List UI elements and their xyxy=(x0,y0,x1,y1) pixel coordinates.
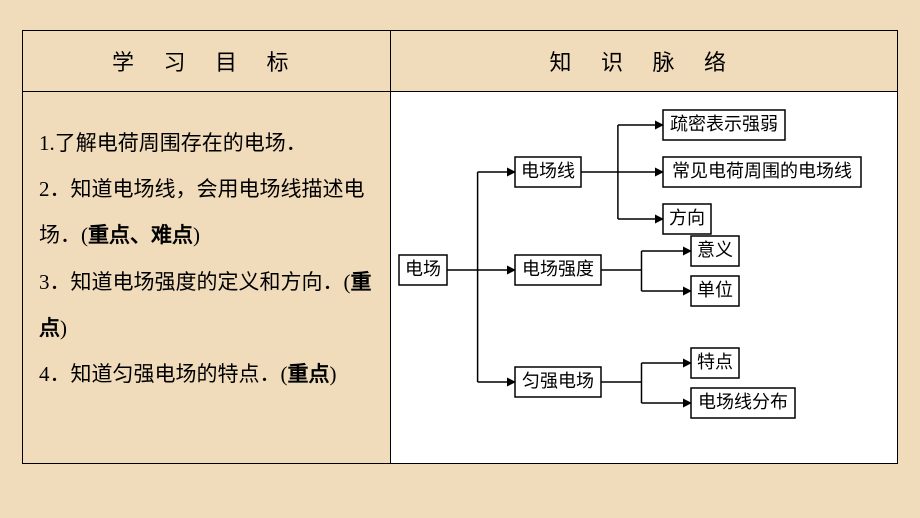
node-a3: 匀强电场 xyxy=(515,367,601,397)
node-a2: 电场强度 xyxy=(515,255,601,285)
svg-text:常见电荷周围的电场线: 常见电荷周围的电场线 xyxy=(672,161,852,181)
svg-text:电场强度: 电场强度 xyxy=(522,259,594,279)
main-table: 学 习 目 标 知 识 脉 络 1.了解电荷周围存在的电场． 2．知道电场线，会… xyxy=(22,30,898,464)
obj-4-text: 4．知道匀强电场的特点．( xyxy=(39,362,288,386)
node-a1: 电场线 xyxy=(515,157,581,187)
node-b7: 电场线分布 xyxy=(691,388,795,418)
obj-3-text: 3．知道电场强度的定义和方向．( xyxy=(39,270,351,294)
node-root: 电场 xyxy=(399,255,447,285)
obj-2: 2．知道电场线，会用电场线描述电场．(重点、难点) xyxy=(39,166,374,258)
svg-text:特点: 特点 xyxy=(697,352,733,372)
obj-2-em: 重点、难点 xyxy=(88,223,193,247)
node-b2: 常见电荷周围的电场线 xyxy=(663,157,861,187)
node-b6: 特点 xyxy=(691,348,739,378)
svg-text:疏密表示强弱: 疏密表示强弱 xyxy=(670,114,778,134)
svg-text:电场: 电场 xyxy=(405,259,441,279)
obj-4-em: 重点 xyxy=(288,362,330,386)
node-b1: 疏密表示强弱 xyxy=(663,110,785,140)
node-b4: 意义 xyxy=(691,236,739,266)
header-context: 知 识 脉 络 xyxy=(390,31,898,92)
svg-text:匀强电场: 匀强电场 xyxy=(522,371,594,391)
obj-4: 4．知道匀强电场的特点．(重点) xyxy=(39,351,374,397)
obj-4-post: ) xyxy=(330,362,337,386)
svg-text:单位: 单位 xyxy=(697,280,733,300)
obj-3: 3．知道电场强度的定义和方向．(重点) xyxy=(39,259,374,351)
node-b3: 方向 xyxy=(663,204,711,234)
svg-text:电场线分布: 电场线分布 xyxy=(698,392,788,412)
header-objectives: 学 习 目 标 xyxy=(23,31,391,92)
tree-diagram: 电场 电场线电场强度匀强电场 疏密表示强弱常见电荷周围的电场线方向意义单位特点电场线… xyxy=(391,92,883,450)
obj-1: 1.了解电荷周围存在的电场． xyxy=(39,120,374,166)
objectives-cell: 1.了解电荷周围存在的电场． 2．知道电场线，会用电场线描述电场．(重点、难点)… xyxy=(23,92,391,464)
objectives-list: 1.了解电荷周围存在的电场． 2．知道电场线，会用电场线描述电场．(重点、难点)… xyxy=(23,92,390,417)
obj-2-post: ) xyxy=(193,223,200,247)
obj-3-post: ) xyxy=(60,316,67,340)
svg-text:方向: 方向 xyxy=(669,208,705,228)
svg-text:电场线: 电场线 xyxy=(521,161,575,181)
svg-text:意义: 意义 xyxy=(697,240,733,260)
diagram-cell: 电场 电场线电场强度匀强电场 疏密表示强弱常见电荷周围的电场线方向意义单位特点电场线… xyxy=(390,92,898,464)
node-b5: 单位 xyxy=(691,276,739,306)
